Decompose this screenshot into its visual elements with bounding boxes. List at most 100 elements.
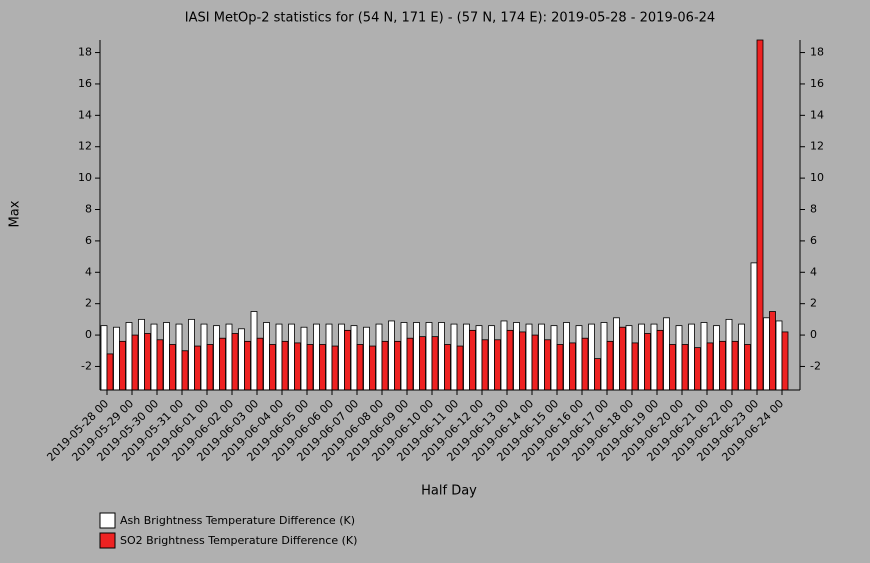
bar: [231, 333, 239, 391]
y2-tick-label: 6: [810, 234, 817, 247]
bar: [294, 342, 301, 391]
bar: [113, 326, 120, 391]
bar: [400, 322, 408, 391]
bar: [731, 340, 739, 391]
bar: [406, 337, 414, 391]
bar: [225, 323, 233, 391]
bar: [388, 320, 395, 391]
y-tick-label: 0: [85, 328, 92, 341]
bar: [238, 328, 245, 391]
bar: [706, 342, 714, 391]
y-tick-label: 10: [78, 171, 92, 184]
bar: [275, 323, 283, 391]
bar: [144, 333, 151, 391]
y-tick-label: 4: [85, 265, 92, 278]
bar: [638, 323, 645, 391]
bar: [469, 329, 476, 391]
bar: [763, 317, 770, 391]
bar: [506, 329, 514, 391]
bar: [725, 318, 733, 391]
bar: [500, 320, 508, 391]
bar: [281, 340, 289, 391]
bar: [531, 334, 539, 391]
bar: [606, 340, 614, 391]
bar: [488, 325, 495, 391]
bar: [769, 311, 776, 391]
y-tick-label: 18: [78, 46, 92, 59]
bar: [138, 318, 145, 391]
bar: [656, 329, 664, 391]
bar: [738, 323, 745, 391]
bar: [663, 317, 670, 391]
y2-tick-label: 2: [810, 297, 817, 310]
y2-tick-label: 14: [810, 108, 824, 121]
bar: [600, 322, 608, 391]
bar: [300, 326, 308, 391]
bar: [756, 39, 764, 391]
bar: [525, 323, 533, 391]
bar: [581, 337, 589, 391]
bar: [206, 344, 214, 391]
bar: [694, 347, 701, 391]
bar: [219, 337, 226, 391]
bar: [156, 339, 164, 391]
bar: [188, 318, 195, 391]
y2-tick-label: 18: [810, 46, 824, 59]
y-tick-label: 12: [78, 140, 92, 153]
bar: [431, 336, 439, 391]
y2-tick-label: 10: [810, 171, 824, 184]
bar: [713, 325, 720, 391]
bar: [325, 323, 333, 391]
bar: [669, 344, 676, 391]
y-tick-label: 8: [85, 203, 92, 216]
bar: [306, 344, 314, 391]
bar: [519, 331, 526, 391]
y2-tick-label: -2: [810, 359, 821, 372]
bar: [438, 322, 445, 391]
legend-label: SO2 Brightness Temperature Difference (K…: [120, 534, 357, 547]
bar: [338, 323, 345, 391]
bar: [269, 344, 276, 391]
bar: [588, 323, 595, 391]
bar: [563, 322, 570, 391]
bar: [688, 323, 695, 391]
bar: [781, 331, 789, 391]
bar: [750, 262, 758, 391]
y-tick-label: 6: [85, 234, 92, 247]
bar: [263, 322, 270, 391]
bar: [575, 325, 583, 391]
bar: [631, 342, 639, 391]
bar: [250, 311, 258, 391]
y-tick-label: -2: [81, 359, 92, 372]
bar: [450, 323, 458, 391]
bar: [125, 322, 133, 391]
bar: [413, 322, 420, 391]
bar: [131, 334, 139, 391]
bar: [319, 344, 326, 391]
x-axis-label: Half Day: [421, 484, 477, 499]
bar: [481, 339, 489, 391]
y2-tick-label: 0: [810, 328, 817, 341]
y2-tick-label: 16: [810, 77, 824, 90]
bar: [675, 325, 683, 391]
bar: [288, 323, 295, 391]
bar: [775, 320, 783, 391]
legend-swatch: [99, 532, 116, 549]
bar: [719, 340, 726, 391]
y2-tick-label: 8: [810, 203, 817, 216]
y-tick-label: 2: [85, 297, 92, 310]
bar: [544, 339, 551, 391]
bar: [625, 325, 633, 391]
bar: [350, 325, 358, 391]
bar: [569, 342, 576, 391]
bar: [163, 322, 170, 391]
bar: [331, 345, 339, 391]
bar: [700, 322, 708, 391]
bar: [244, 340, 251, 391]
bar: [150, 323, 158, 391]
bar: [200, 323, 208, 391]
bar: [419, 336, 426, 391]
bar: [444, 344, 451, 391]
bar: [556, 344, 564, 391]
